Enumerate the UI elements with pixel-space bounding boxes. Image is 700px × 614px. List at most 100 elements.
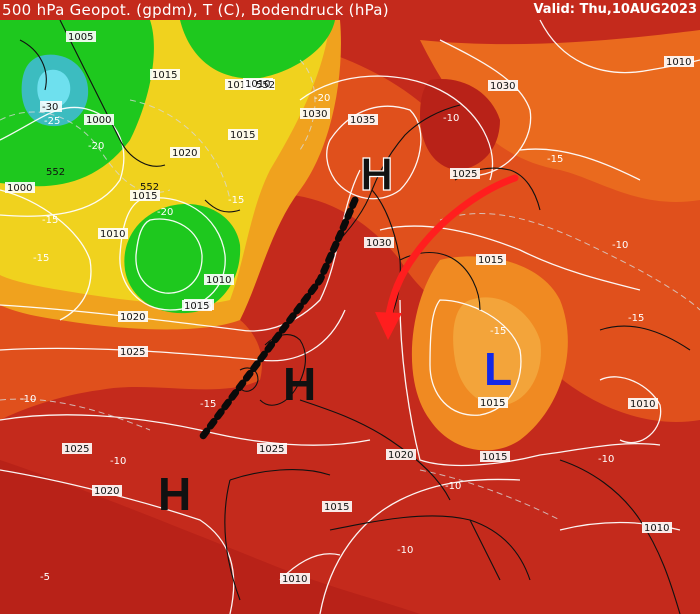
coastline-italy — [469, 519, 501, 581]
pressure-label: 1025 — [118, 346, 148, 358]
flow-arrow-head — [375, 312, 402, 340]
svg-text:-15: -15 — [547, 154, 563, 165]
svg-text:1010: 1010 — [206, 275, 231, 286]
valid-time: Valid: Thu,10AUG2023 — [533, 2, 697, 17]
coastline-norway — [329, 104, 461, 251]
flow-arrow — [375, 174, 519, 340]
geopotential-line — [299, 59, 316, 151]
isobar — [135, 218, 203, 294]
isobar — [119, 197, 226, 311]
temperature-label: -30 — [40, 101, 62, 113]
svg-text:1010: 1010 — [100, 229, 125, 240]
high-pressure-label: H — [360, 148, 393, 200]
pressure-label: 1025 — [450, 168, 480, 180]
pressure-label: 1025 — [62, 443, 92, 455]
svg-text:1010: 1010 — [282, 574, 307, 585]
svg-text:1010: 1010 — [245, 79, 270, 90]
isobar — [326, 105, 422, 200]
coastline-france — [299, 399, 451, 501]
svg-text:-15: -15 — [228, 195, 244, 206]
isobar — [599, 376, 662, 444]
pressure-label: 1010 — [204, 274, 234, 286]
svg-text:1020: 1020 — [388, 450, 413, 461]
geopotential-line — [129, 99, 231, 201]
temperature-label: -10 — [598, 454, 614, 465]
coastline-iberia — [224, 479, 241, 601]
pressure-label: 1010 — [628, 398, 658, 410]
svg-text:-15: -15 — [200, 399, 216, 410]
map-header: 500 hPa Geopot. (gpdm), T (C), Bodendruc… — [0, 0, 700, 20]
svg-text:-10: -10 — [445, 481, 461, 492]
temperature-label: -20 — [88, 141, 104, 152]
field-cyan-core — [37, 69, 71, 108]
svg-text:1015: 1015 — [324, 502, 349, 513]
pressure-labels: 1005 1000 1015 1010 1010 1015 1020 1015 … — [5, 31, 694, 585]
pressure-label: 1000 — [84, 114, 114, 126]
geopotential-line — [419, 469, 561, 521]
temperature-label: -15 — [200, 399, 216, 410]
svg-text:-15: -15 — [42, 215, 58, 226]
field-dark-red — [420, 79, 500, 170]
temperature-label: -10 — [110, 456, 126, 467]
svg-text:1035: 1035 — [350, 115, 375, 126]
high-pressure-label: H — [283, 358, 316, 410]
temperature-label: -15 — [33, 253, 49, 264]
pressure-label: 1015 — [228, 129, 258, 141]
isobar — [519, 148, 641, 181]
geopotential-line — [0, 398, 151, 431]
pressure-label: 1010 — [642, 522, 672, 534]
pressure-label: 1010 — [280, 573, 310, 585]
isobar — [0, 189, 92, 321]
isobar — [399, 299, 661, 467]
svg-text:1015: 1015 — [132, 191, 157, 202]
isobar — [429, 299, 522, 416]
svg-text:-10: -10 — [20, 394, 36, 405]
map-title: 500 hPa Geopot. (gpdm), T (C), Bodendruc… — [2, 1, 389, 19]
isobar — [0, 414, 371, 446]
pressure-label: 1015 — [322, 501, 352, 513]
pressure-label: 1030 — [300, 108, 330, 120]
isobar — [0, 309, 346, 362]
pressure-label: 1020 — [386, 449, 416, 461]
svg-text:1010: 1010 — [666, 57, 691, 68]
pressure-label: 1030 — [364, 237, 394, 249]
coastline-balkans — [559, 459, 681, 614]
geopotential-label: 552 — [46, 167, 65, 178]
svg-text:1010: 1010 — [227, 80, 252, 91]
svg-text:-10: -10 — [612, 240, 628, 251]
temperature-label: -25 — [44, 116, 60, 127]
svg-text:1025: 1025 — [120, 347, 145, 358]
coastline-ireland — [239, 367, 259, 392]
pressure-label: 1015 — [480, 451, 510, 463]
svg-text:-10: -10 — [598, 454, 614, 465]
temperature-label: -5 — [40, 572, 50, 583]
pressure-label: 1015 — [130, 190, 160, 202]
temperature-label: -15 — [490, 326, 506, 337]
svg-text:1025: 1025 — [452, 169, 477, 180]
svg-text:-20: -20 — [88, 141, 104, 152]
coastline-iberia — [229, 469, 331, 481]
temperature-label: -10 — [612, 240, 628, 251]
geopotential-label: 552 — [140, 182, 159, 193]
isobar — [439, 39, 532, 176]
coastline-black-sea — [599, 325, 691, 351]
isobar — [0, 469, 235, 614]
temperature-label: -20 — [157, 207, 173, 218]
field-green-center — [124, 204, 241, 314]
svg-text:-25: -25 — [44, 116, 60, 127]
svg-text:1030: 1030 — [366, 238, 391, 249]
temperature-label: -10 — [397, 545, 413, 556]
svg-text:-20: -20 — [157, 207, 173, 218]
pressure-label: 1020 — [118, 311, 148, 323]
coastline-iceland — [204, 199, 241, 213]
flow-arrow-shaft — [384, 174, 519, 324]
isobar — [379, 225, 641, 291]
svg-text:1020: 1020 — [94, 486, 119, 497]
svg-text:1015: 1015 — [230, 130, 255, 141]
coastline-uk — [259, 334, 306, 406]
svg-text:1010: 1010 — [630, 399, 655, 410]
svg-text:-15: -15 — [490, 326, 506, 337]
svg-text:1000: 1000 — [86, 115, 111, 126]
svg-text:-20: -20 — [314, 93, 330, 104]
